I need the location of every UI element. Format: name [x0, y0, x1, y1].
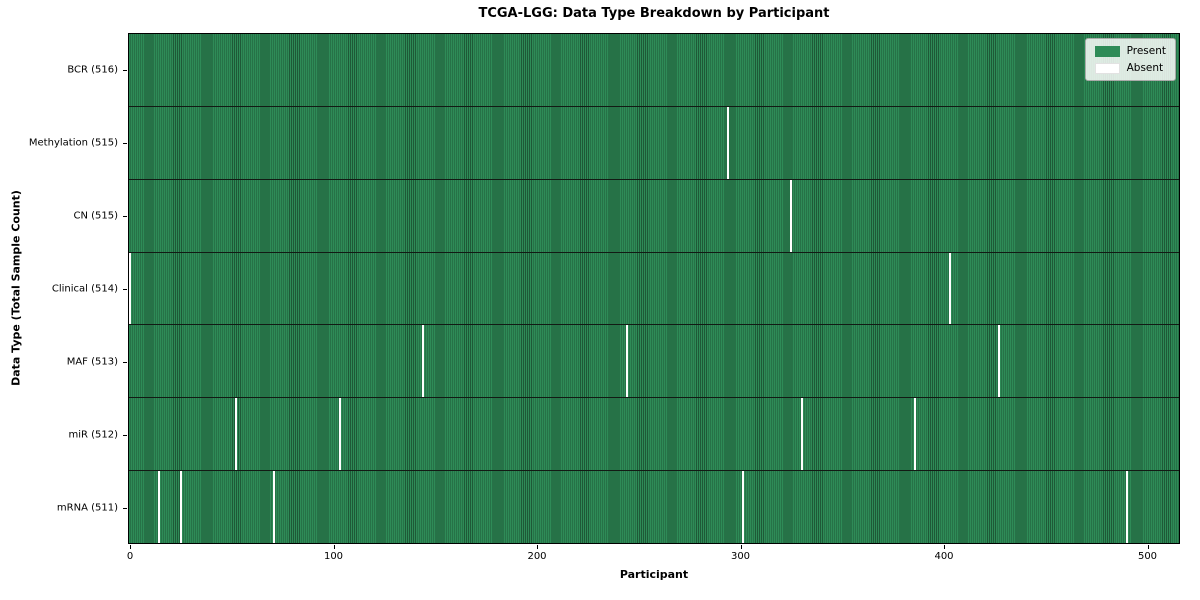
absent-stripe-mrna-25: [179, 471, 182, 543]
x-tick-label-200: 200: [527, 551, 547, 562]
heatmap-row-clinical: [129, 252, 1179, 326]
y-tick-mark: [123, 143, 127, 144]
absent-stripe-mir-330: [800, 398, 803, 471]
x-axis-label: Participant: [619, 568, 689, 581]
x-tick-label-400: 400: [934, 551, 954, 562]
absent-stripe-mir-52: [234, 398, 237, 471]
x-tick-label-300: 300: [730, 551, 751, 562]
heatmap-row-methylation: [129, 106, 1179, 180]
x-tick-mark: [1147, 545, 1149, 549]
y-tick-label-bcr: BCR (516): [67, 64, 118, 75]
absent-stripe-maf-244: [625, 325, 628, 398]
legend-item-present: Present: [1094, 45, 1166, 57]
absent-stripe-mrna-301: [741, 471, 744, 543]
heatmap-row-maf: [129, 325, 1179, 399]
absent-stripe-mrna-490: [1126, 471, 1129, 543]
y-tick-label-methylation: Methylation (515): [28, 137, 118, 148]
x-tick-mark: [537, 545, 538, 549]
absent-stripe-mir-103: [338, 398, 341, 471]
x-tick-mark: [333, 545, 335, 549]
absent-stripe-mrna-14: [157, 471, 160, 543]
legend-label-absent: Absent: [1126, 62, 1164, 74]
x-tick-mark: [130, 545, 131, 549]
x-tick-label-0: 0: [126, 551, 134, 562]
y-tick-mark: [123, 362, 127, 363]
heatmap-row-mrna: [129, 471, 1179, 543]
heatmap-row-mir: [129, 398, 1179, 472]
x-tick-label-500: 500: [1137, 551, 1158, 562]
absent-swatch: [1094, 62, 1120, 74]
y-tick-label-mrna: mRNA (511): [56, 502, 118, 513]
absent-stripe-mir-386: [914, 398, 917, 471]
present-swatch: [1094, 45, 1120, 57]
absent-stripe-cn-325: [790, 179, 793, 252]
y-tick-label-clinical: Clinical (514): [51, 283, 118, 294]
y-tick-mark: [123, 70, 127, 71]
absent-stripe-mrna-71: [273, 471, 276, 543]
y-tick-label-mir: miR (512): [68, 429, 118, 440]
absent-stripe-maf-427: [997, 325, 1000, 398]
heatmap-row-cn: [129, 179, 1179, 253]
y-tick-label-cn: CN (515): [73, 210, 118, 221]
absent-stripe-maf-144: [422, 325, 425, 398]
y-tick-label-maf: MAF (513): [66, 356, 118, 367]
absent-stripe-methylation-294: [727, 106, 730, 179]
absent-stripe-clinical-403: [949, 252, 952, 325]
y-tick-mark: [123, 216, 127, 217]
legend-item-absent: Absent: [1094, 62, 1166, 74]
legend-label-present: Present: [1126, 45, 1166, 57]
y-tick-mark: [123, 435, 127, 436]
x-tick-label-100: 100: [323, 551, 344, 562]
legend: Present Absent: [1084, 38, 1176, 81]
heatmap-row-bcr: [129, 34, 1179, 107]
y-tick-mark: [123, 289, 127, 290]
plot-area: [128, 33, 1180, 544]
x-tick-mark: [740, 545, 742, 549]
absent-stripe-clinical-0: [129, 252, 132, 325]
y-tick-mark: [123, 508, 127, 509]
chart-title: TCGA-LGG: Data Type Breakdown by Partici…: [478, 6, 830, 21]
x-tick-mark: [944, 545, 945, 549]
